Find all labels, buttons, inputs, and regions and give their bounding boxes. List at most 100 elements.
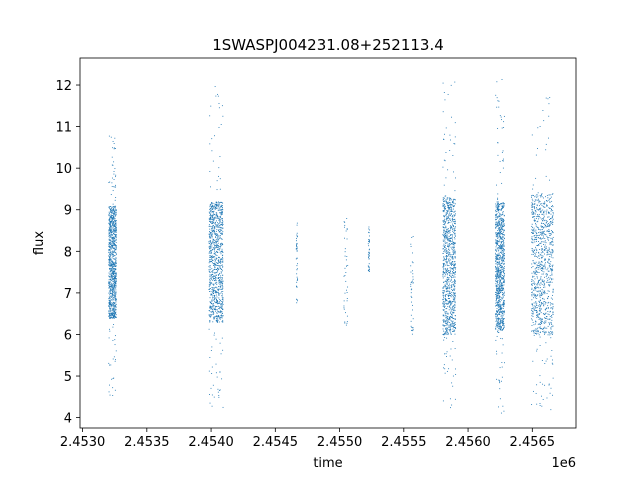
data-point xyxy=(448,271,450,273)
data-point xyxy=(549,234,551,236)
data-point xyxy=(108,262,110,264)
data-point xyxy=(113,206,115,208)
data-point xyxy=(445,195,447,197)
data-point xyxy=(542,328,544,330)
data-point xyxy=(443,227,444,229)
data-point xyxy=(532,280,534,282)
data-point xyxy=(546,251,548,253)
data-point xyxy=(412,280,414,282)
data-point xyxy=(115,284,117,286)
data-point xyxy=(539,381,541,383)
data-point xyxy=(496,335,498,337)
data-point xyxy=(220,304,222,306)
data-point xyxy=(548,322,550,324)
data-point xyxy=(109,318,111,319)
data-point xyxy=(108,311,110,313)
data-point xyxy=(216,180,218,182)
data-point xyxy=(217,234,219,236)
data-point xyxy=(208,370,210,372)
data-point xyxy=(444,302,446,304)
data-point xyxy=(110,239,112,241)
data-point xyxy=(499,293,501,294)
data-point xyxy=(115,295,117,297)
data-point xyxy=(216,250,218,252)
data-point xyxy=(445,235,447,237)
data-point xyxy=(496,243,498,244)
data-point xyxy=(502,238,503,240)
data-point xyxy=(503,272,505,274)
data-point xyxy=(217,93,219,95)
data-point xyxy=(452,281,454,283)
data-point xyxy=(537,282,539,284)
data-point xyxy=(113,238,115,239)
data-point xyxy=(218,248,220,250)
data-point xyxy=(443,243,445,245)
data-point xyxy=(503,249,505,251)
data-point xyxy=(344,292,346,294)
data-point xyxy=(551,323,553,325)
data-point xyxy=(448,235,450,237)
data-point xyxy=(222,202,224,204)
data-point xyxy=(538,241,539,242)
data-point xyxy=(110,274,112,276)
data-point xyxy=(410,295,412,297)
data-point xyxy=(209,307,211,309)
data-point xyxy=(547,318,549,320)
data-point xyxy=(222,227,224,229)
data-point xyxy=(495,214,497,216)
data-point xyxy=(444,195,446,197)
data-point xyxy=(448,297,450,299)
data-point xyxy=(534,283,536,285)
data-point xyxy=(451,314,453,316)
data-point xyxy=(221,281,223,283)
data-point xyxy=(541,302,543,304)
data-point xyxy=(111,242,113,244)
data-point xyxy=(113,244,115,246)
data-point xyxy=(453,294,455,295)
data-point xyxy=(115,224,117,226)
data-point xyxy=(216,222,218,224)
data-point xyxy=(210,243,212,245)
data-point xyxy=(534,238,536,240)
data-point xyxy=(498,271,500,273)
data-point xyxy=(545,213,547,215)
data-point xyxy=(445,235,447,237)
data-point xyxy=(209,297,211,299)
data-point xyxy=(443,263,445,265)
data-point xyxy=(550,355,552,357)
data-point xyxy=(549,324,550,326)
data-point xyxy=(453,272,455,274)
data-point xyxy=(215,206,217,208)
data-point xyxy=(442,309,444,311)
data-point xyxy=(541,218,543,220)
data-point xyxy=(446,318,448,320)
data-point xyxy=(545,276,547,278)
data-point xyxy=(536,249,538,251)
data-point xyxy=(213,229,215,231)
data-point xyxy=(115,258,117,260)
data-point xyxy=(543,206,545,208)
data-point xyxy=(501,306,503,308)
data-point xyxy=(453,325,455,327)
data-point xyxy=(215,224,217,226)
data-point xyxy=(113,279,115,281)
data-point xyxy=(541,256,543,258)
data-point xyxy=(445,271,447,273)
data-point xyxy=(532,293,534,295)
data-point xyxy=(502,160,504,162)
data-point xyxy=(450,254,452,256)
data-point xyxy=(502,203,504,205)
data-point xyxy=(541,302,542,303)
data-point xyxy=(454,301,456,303)
data-point xyxy=(531,292,533,294)
data-point xyxy=(113,276,115,278)
data-point xyxy=(443,325,445,326)
data-point xyxy=(296,281,298,283)
data-point xyxy=(115,306,117,308)
data-point xyxy=(541,318,543,320)
data-point xyxy=(451,261,453,263)
data-point xyxy=(112,225,114,226)
data-point xyxy=(411,288,413,290)
data-point xyxy=(114,264,116,265)
data-point xyxy=(451,321,453,323)
